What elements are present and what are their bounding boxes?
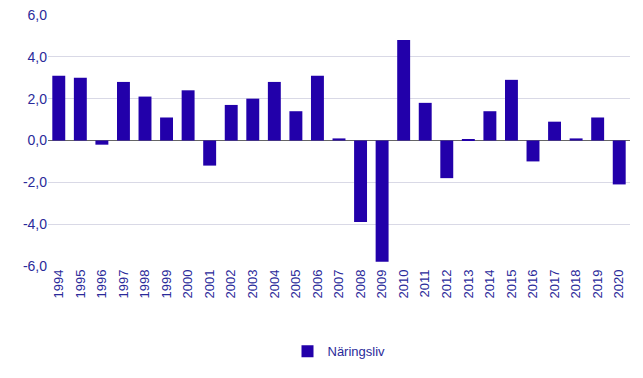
svg-text:2009: 2009 — [374, 270, 389, 299]
svg-text:2017: 2017 — [547, 270, 562, 299]
svg-text:4,0: 4,0 — [28, 49, 48, 65]
svg-text:2004: 2004 — [267, 270, 282, 299]
svg-text:2007: 2007 — [331, 270, 346, 299]
svg-text:1994: 1994 — [51, 270, 66, 299]
svg-text:-2,0: -2,0 — [23, 174, 47, 190]
svg-text:2005: 2005 — [288, 270, 303, 299]
svg-text:2012: 2012 — [439, 270, 454, 299]
svg-text:2019: 2019 — [590, 270, 605, 299]
svg-text:2010: 2010 — [396, 270, 411, 299]
svg-text:1996: 1996 — [94, 270, 109, 299]
svg-text:2015: 2015 — [504, 270, 519, 299]
svg-text:1998: 1998 — [137, 270, 152, 299]
svg-text:2018: 2018 — [568, 270, 583, 299]
svg-text:2016: 2016 — [525, 270, 540, 299]
svg-text:2008: 2008 — [353, 270, 368, 299]
svg-text:-4,0: -4,0 — [23, 216, 47, 232]
svg-text:2001: 2001 — [202, 270, 217, 299]
svg-text:2014: 2014 — [482, 270, 497, 299]
svg-text:2002: 2002 — [223, 270, 238, 299]
svg-text:2013: 2013 — [461, 270, 476, 299]
svg-text:0,0: 0,0 — [28, 132, 48, 148]
svg-text:6,0: 6,0 — [28, 7, 48, 23]
svg-text:1995: 1995 — [73, 270, 88, 299]
svg-text:2011: 2011 — [417, 270, 432, 298]
svg-text:Näringsliv: Näringsliv — [328, 344, 386, 359]
svg-text:2000: 2000 — [180, 270, 195, 299]
svg-text:2006: 2006 — [310, 270, 325, 299]
svg-text:1999: 1999 — [159, 270, 174, 299]
svg-text:2,0: 2,0 — [28, 91, 48, 107]
svg-text:2020: 2020 — [611, 270, 626, 299]
svg-text:2003: 2003 — [245, 270, 260, 299]
svg-text:1997: 1997 — [116, 270, 131, 299]
svg-text:-6,0: -6,0 — [23, 258, 47, 274]
